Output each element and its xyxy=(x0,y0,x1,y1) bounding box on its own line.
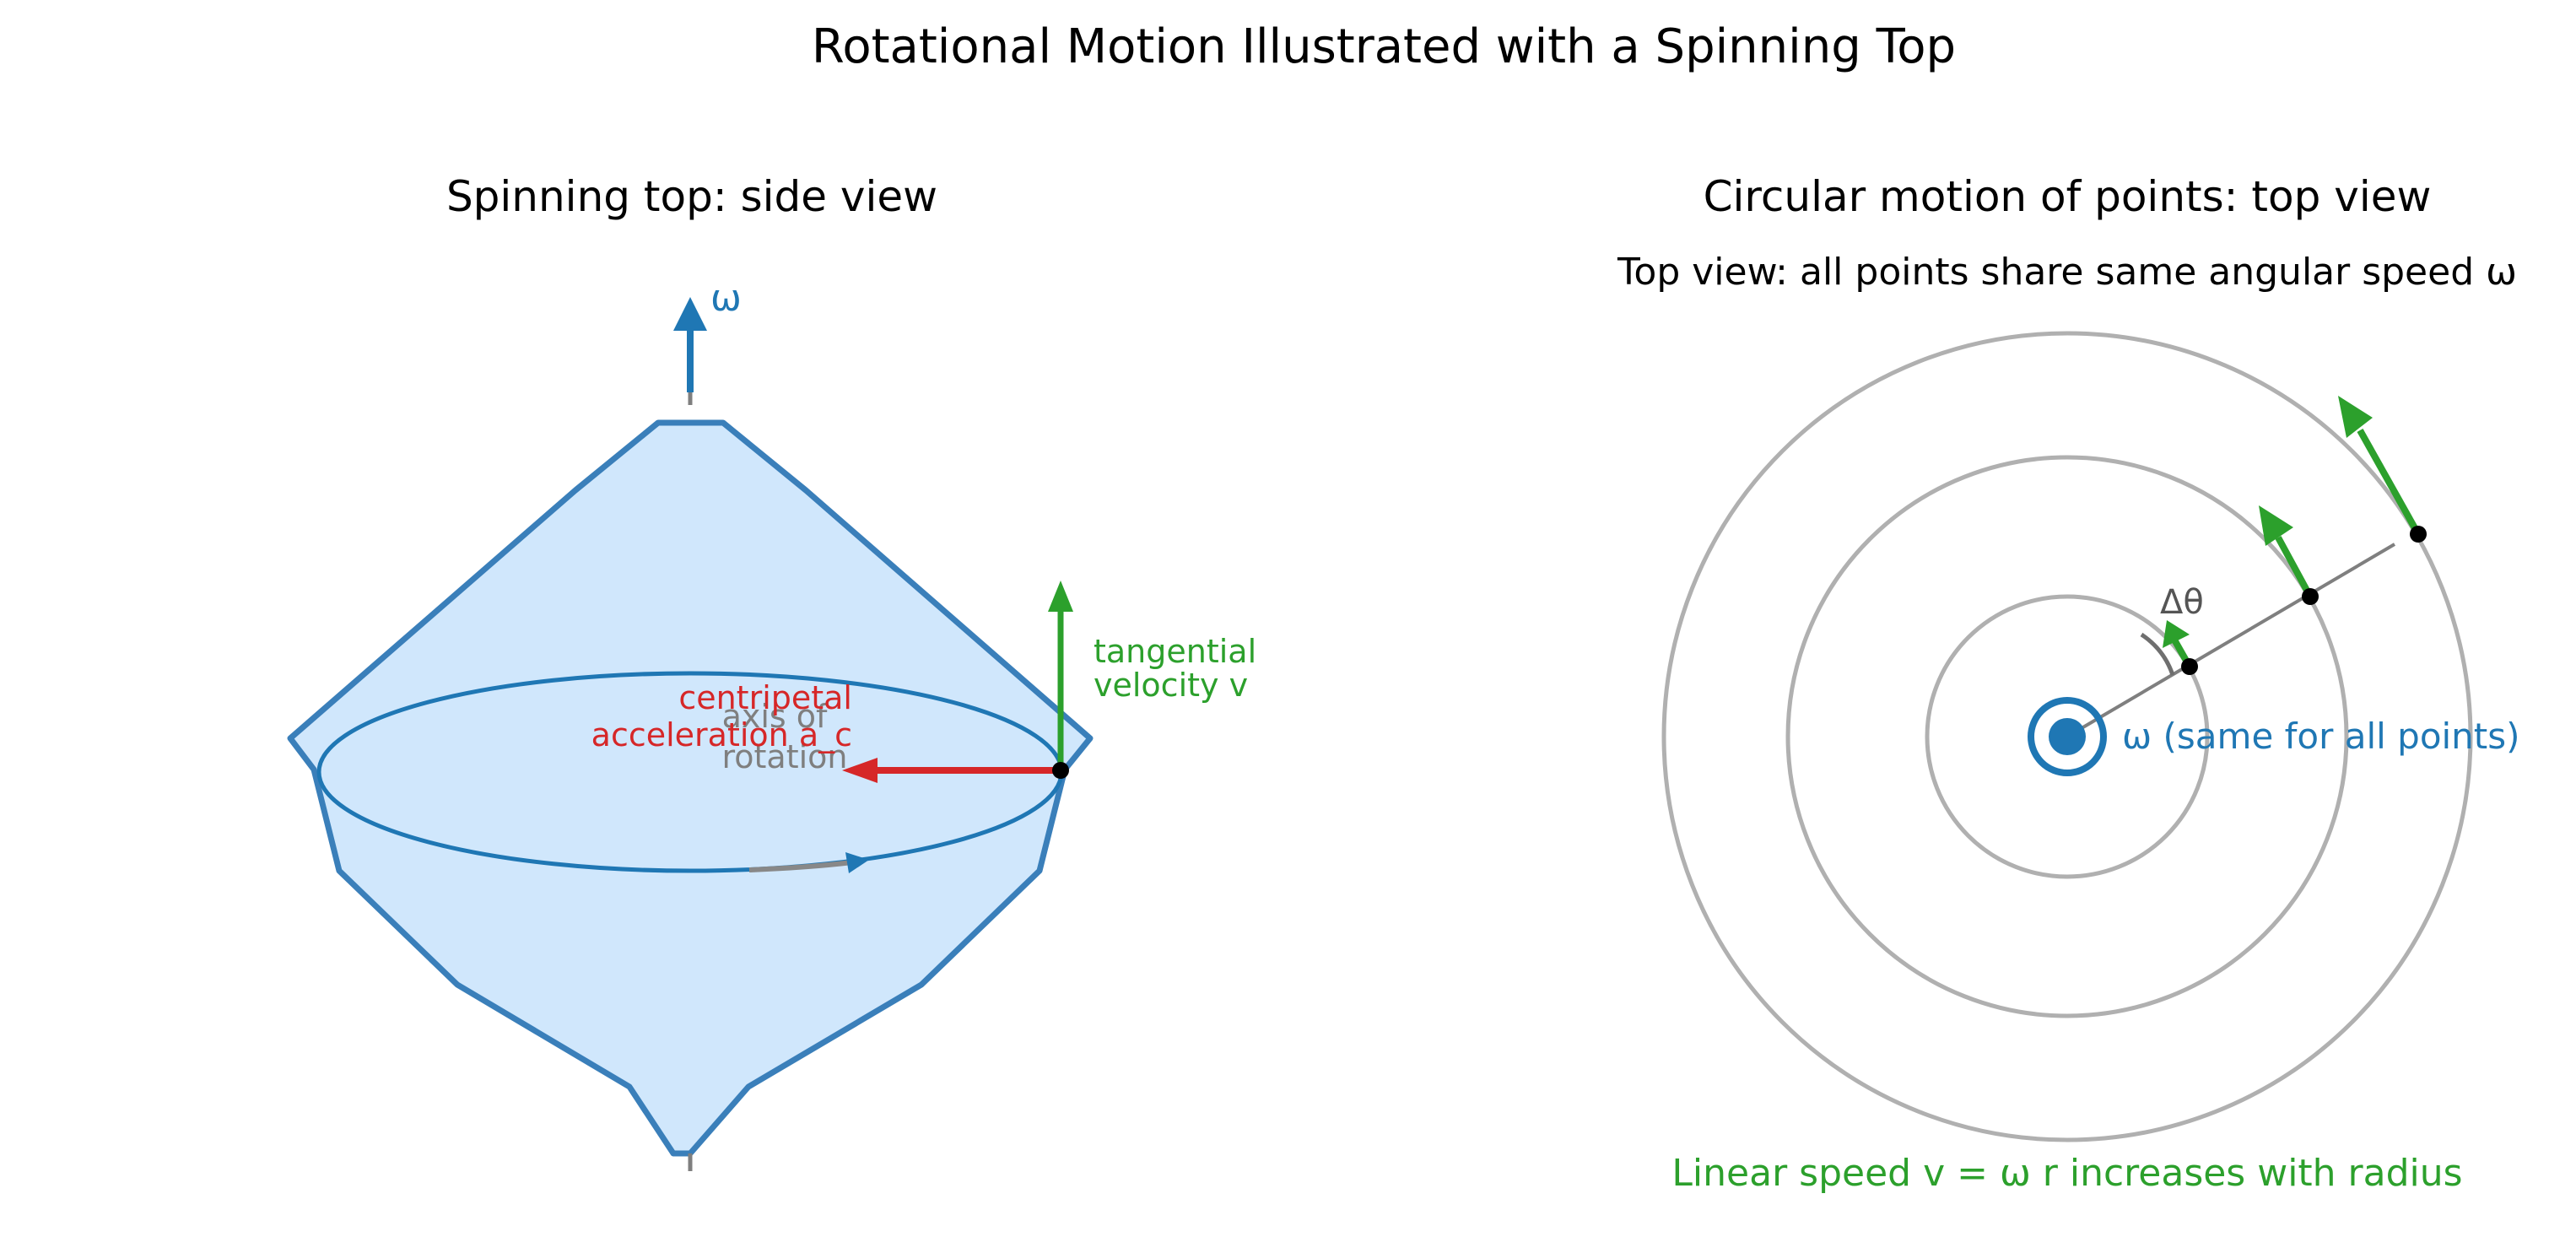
axis-label-line1: axis of xyxy=(722,698,829,735)
tangential-arrow-head xyxy=(1048,581,1073,612)
rim-point xyxy=(1052,762,1069,779)
center-dot xyxy=(2049,718,2086,755)
outer-velocity-head xyxy=(2338,396,2373,438)
rotation-arc-gray xyxy=(748,860,853,872)
right-panel-subtitle: Top view: all points share same angular … xyxy=(1617,251,2517,294)
tangential-label-line1: tangential xyxy=(1094,633,1256,670)
omega-arrow-head xyxy=(673,297,707,331)
delta-theta-label: Δθ xyxy=(2160,583,2204,622)
centripetal-label-line1: centripetal xyxy=(678,679,852,716)
radial-line xyxy=(2066,543,2396,738)
delta-theta-arc xyxy=(2140,632,2175,676)
inner-point xyxy=(2181,658,2198,675)
omega-label: ω xyxy=(710,277,742,320)
right-panel-title: Circular motion of points: top view xyxy=(1704,172,2432,221)
right-panel: Circular motion of points: top view Top … xyxy=(1617,172,2520,1195)
figure-title: Rotational Motion Illustrated with a Spi… xyxy=(812,19,1956,74)
middle-circle xyxy=(1785,455,2349,1018)
center-ring xyxy=(2028,697,2107,776)
spinning-top-body xyxy=(287,419,1094,1157)
middle-velocity-shaft xyxy=(2275,536,2314,598)
bottom-caption: Linear speed v = ω r increases with radi… xyxy=(1671,1152,2462,1195)
inner-circle xyxy=(1925,594,2210,879)
outer-circle xyxy=(1661,331,2473,1142)
rotation-direction-arrow xyxy=(845,852,869,873)
centripetal-arrow-head xyxy=(842,758,878,783)
omega-center-label: ω (same for all points) xyxy=(2122,716,2520,757)
inner-velocity-head xyxy=(2163,620,2190,648)
left-panel: Spinning top: side view ω axis of rotati… xyxy=(287,172,1256,1171)
centripetal-label-line2: acceleration a_c xyxy=(591,716,852,753)
axis-label-line2: rotation xyxy=(721,738,847,775)
middle-point xyxy=(2302,588,2319,605)
outer-velocity-shaft xyxy=(2357,429,2422,536)
middle-velocity-head xyxy=(2259,505,2293,546)
tangential-label-line2: velocity v xyxy=(1094,667,1248,704)
left-panel-title: Spinning top: side view xyxy=(446,172,937,221)
outer-point xyxy=(2410,526,2427,543)
